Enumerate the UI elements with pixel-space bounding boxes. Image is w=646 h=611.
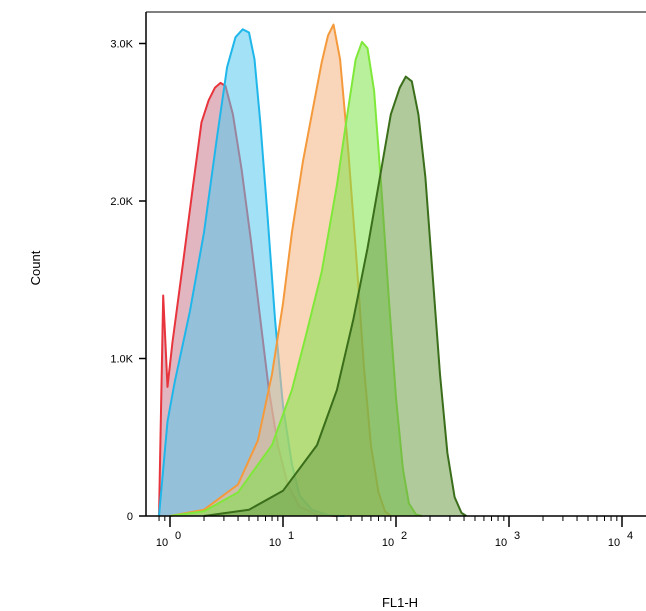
y-tick-label-2: 2.0K [110, 196, 133, 208]
x-tick-exponent-1: 1 [288, 530, 294, 542]
x-tick-exponent-4: 4 [627, 530, 633, 542]
x-tick-exponent-3: 3 [514, 530, 520, 542]
x-tick-exponent-0: 0 [175, 530, 181, 542]
x-axis-label: FL1-H [382, 595, 418, 610]
x-tick-label-2: 10 [382, 537, 394, 549]
x-tick-label-4: 10 [608, 537, 620, 549]
series-layer [158, 23, 467, 517]
x-tick-label-1: 10 [269, 537, 281, 549]
y-tick-label-3: 3.0K [110, 39, 133, 51]
x-tick-label-3: 10 [495, 537, 507, 549]
tick-layer: 0 1.0K 2.0K 3.0K 10 0 10 1 10 2 10 3 10 4 [110, 39, 633, 550]
y-tick-label-1: 1.0K [110, 354, 133, 366]
histogram-outline-4 [203, 75, 467, 517]
x-tick-exponent-2: 2 [401, 530, 407, 542]
histogram-area-4 [204, 76, 467, 516]
histogram-area-1 [159, 29, 345, 517]
x-tick-label-0: 10 [156, 537, 168, 549]
y-tick-label-0: 0 [127, 511, 133, 523]
y-axis-label: Count [28, 250, 43, 285]
